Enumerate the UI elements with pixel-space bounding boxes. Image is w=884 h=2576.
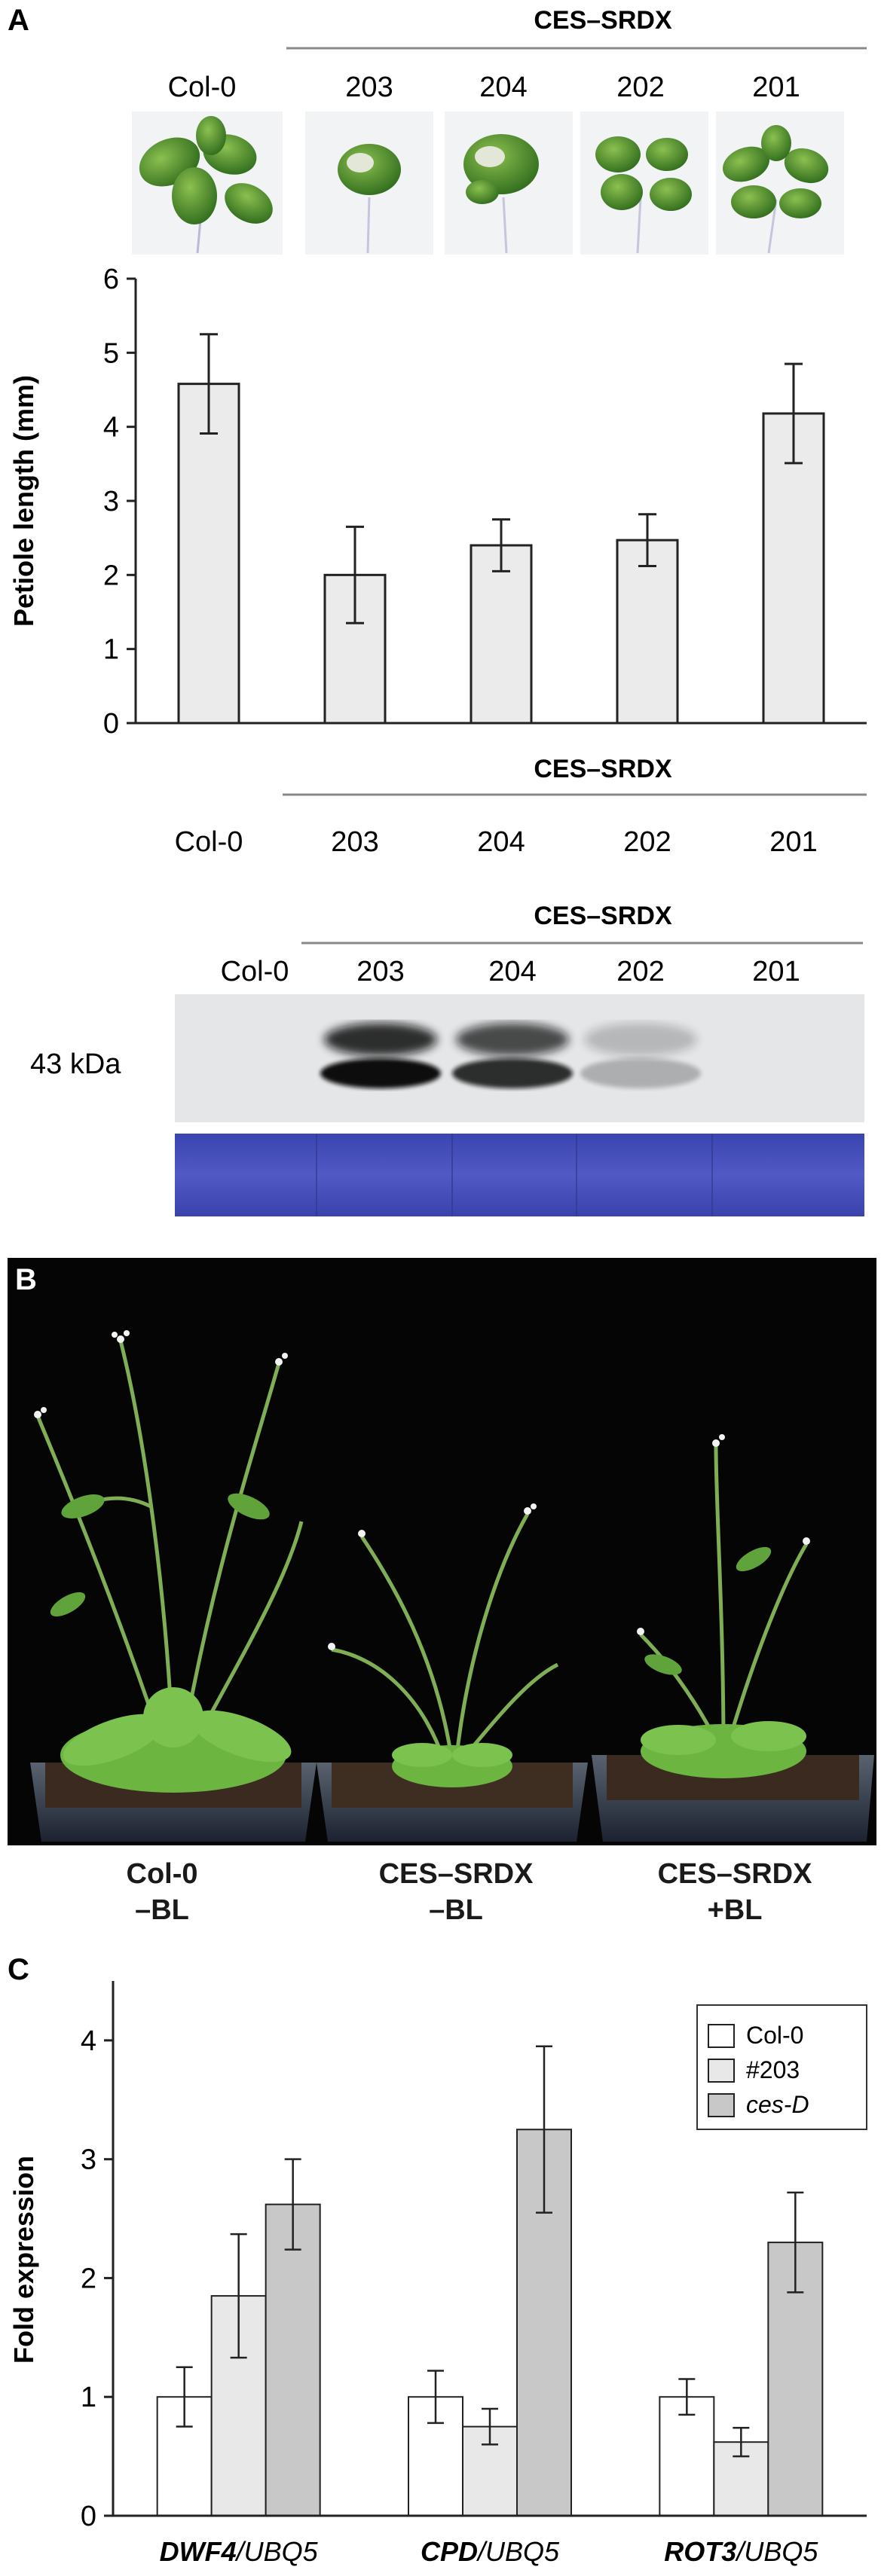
- chart-a-bars: [177, 333, 825, 725]
- chart-a-y-axis-label: Petiole length (mm): [8, 375, 39, 627]
- chart-c-legend-swatch: [708, 2093, 735, 2117]
- blot-band-upper: [584, 1023, 697, 1056]
- blot-lane-label: 203: [356, 956, 404, 987]
- blot-group-header: CES–SRDX: [534, 902, 672, 930]
- blot-lane-label: 202: [616, 956, 664, 987]
- chart-a-y-tick-label: 6: [103, 264, 119, 295]
- chart-c-y-tick-label: 2: [81, 2263, 96, 2294]
- seedling-label-203: 203: [345, 72, 393, 103]
- plant-photo: B: [8, 1258, 876, 1926]
- chart-a-y-tick-label: 1: [103, 634, 119, 666]
- caption-ces-minus-line2: –BL: [429, 1894, 483, 1926]
- chart-c-legend: Col-0 #203 ces-D: [696, 2004, 867, 2130]
- chart-c-legend-label: Col-0: [746, 2022, 803, 2049]
- chart-a-x-label: 203: [331, 826, 378, 858]
- chart-c-legend-swatch: [708, 2024, 735, 2048]
- chart-a-x-label: Col-0: [175, 826, 243, 858]
- seedling-group-header: CES–SRDX: [534, 6, 672, 35]
- chart-c-y-tick-label: 0: [81, 2501, 96, 2532]
- chart-a-x-label: 202: [623, 826, 671, 858]
- loading-control-gel: [175, 1134, 864, 1216]
- chart-c-y-ticks: 0 1 2 3 4: [81, 2025, 113, 2532]
- blot-lane-labels: Col-0 203 204 202 201: [221, 956, 800, 987]
- chart-a-bar: [177, 383, 240, 725]
- blot-marker-label: 43 kDa: [30, 1048, 121, 1080]
- chart-c-x-label-ref: /UBQ5: [734, 2536, 818, 2567]
- blot-lane-label: 204: [488, 956, 536, 987]
- seedling-photo-204: [445, 111, 573, 255]
- blot-lane-label: Col-0: [221, 956, 289, 987]
- chart-a-y-tick-label: 5: [103, 337, 119, 369]
- chart-a-y-tick-label: 3: [103, 486, 119, 517]
- chart-c-y-tick-label: 1: [81, 2382, 96, 2413]
- seedling-photo-202: [580, 111, 708, 255]
- caption-col0-line1: Col-0: [127, 1858, 198, 1890]
- chart-c-x-labels: DWF4/UBQ5 CPD/UBQ5 ROT3/UBQ5: [160, 2536, 819, 2567]
- seedling-photo-203: [305, 111, 433, 255]
- caption-ces-plus-line2: +BL: [708, 1894, 763, 1926]
- blot-band-upper: [456, 1023, 569, 1056]
- panel-label-c: C: [8, 1953, 29, 1986]
- chart-c-x-label-ref: /UBQ5: [234, 2536, 319, 2567]
- chart-c-x-label: DWF4/UBQ5: [160, 2536, 319, 2567]
- chart-c-bars: [156, 2045, 824, 2517]
- western-blot: CES–SRDX Col-0 203 204 202 201 43 kDa: [30, 902, 864, 1216]
- chart-c-y-axis-label: Fold expression: [8, 2156, 39, 2364]
- chart-a-y-ticks: 0 1 2 3 4 5 6: [103, 264, 136, 740]
- blot-lane-label: 201: [752, 956, 800, 987]
- chart-c-legend-swatch: [708, 2059, 735, 2083]
- caption-col0-line2: –BL: [135, 1894, 189, 1926]
- seedling-label-201: 201: [752, 72, 800, 103]
- chart-a-y-tick-label: 2: [103, 560, 119, 591]
- panel-label-a: A: [8, 4, 29, 37]
- seedling-photo-col0: [132, 111, 283, 255]
- blot-band-lower: [320, 1058, 441, 1088]
- chart-a-y-tick-label: 0: [103, 708, 119, 740]
- chart-a-x-label: 201: [769, 826, 817, 858]
- chart-c-x-label-gene: CPD: [421, 2536, 478, 2567]
- chart-c-y-tick-label: 3: [81, 2144, 96, 2176]
- blot-band-upper: [324, 1023, 437, 1056]
- blot-membrane: [175, 994, 864, 1122]
- petiole-length-chart: Petiole length (mm) 0 1 2 3 4 5 6 CES–SRDX Col…: [8, 264, 867, 858]
- blot-band-lower: [580, 1058, 701, 1088]
- rosette-col0: [60, 1687, 292, 1793]
- caption-ces-plus-line1: CES–SRDX: [658, 1858, 812, 1890]
- chart-c-legend-label: #203: [746, 2056, 800, 2083]
- chart-c-x-label-gene: DWF4: [160, 2536, 237, 2567]
- seedling-label-204: 204: [479, 72, 527, 103]
- chart-c-bar: [265, 2203, 321, 2517]
- chart-c-x-label: ROT3/UBQ5: [664, 2536, 818, 2567]
- chart-c-x-label: CPD/UBQ5: [421, 2536, 560, 2567]
- chart-c-x-label-gene: ROT3: [664, 2536, 736, 2567]
- chart-a-x-label: 204: [477, 826, 525, 858]
- chart-a-x-labels: Col-0 203 204 202 201: [175, 826, 818, 858]
- chart-a-group-label: CES–SRDX: [534, 755, 672, 783]
- chart-a-y-tick-label: 4: [103, 412, 119, 444]
- seedling-labels: Col-0 203 204 202 201: [168, 72, 800, 103]
- panel-label-b: B: [15, 1263, 37, 1296]
- seedling-label-202: 202: [616, 72, 664, 103]
- chart-a-bar: [616, 539, 679, 725]
- chart-c-legend-label: ces-D: [746, 2091, 809, 2118]
- blot-band-lower: [452, 1058, 573, 1088]
- rosette-ces-srdx-minus-bl: [392, 1743, 512, 1787]
- chart-c-y-tick-label: 4: [81, 2025, 96, 2057]
- blot-bands: [320, 1023, 701, 1088]
- chart-c-x-label-ref: /UBQ5: [476, 2536, 560, 2567]
- caption-ces-minus-line1: CES–SRDX: [379, 1858, 534, 1890]
- seedling-label-col0: Col-0: [168, 72, 237, 103]
- seedling-photo-201: [716, 111, 844, 255]
- gel-lane-dividers: [316, 1134, 713, 1216]
- rosette-ces-srdx-plus-bl: [641, 1721, 806, 1778]
